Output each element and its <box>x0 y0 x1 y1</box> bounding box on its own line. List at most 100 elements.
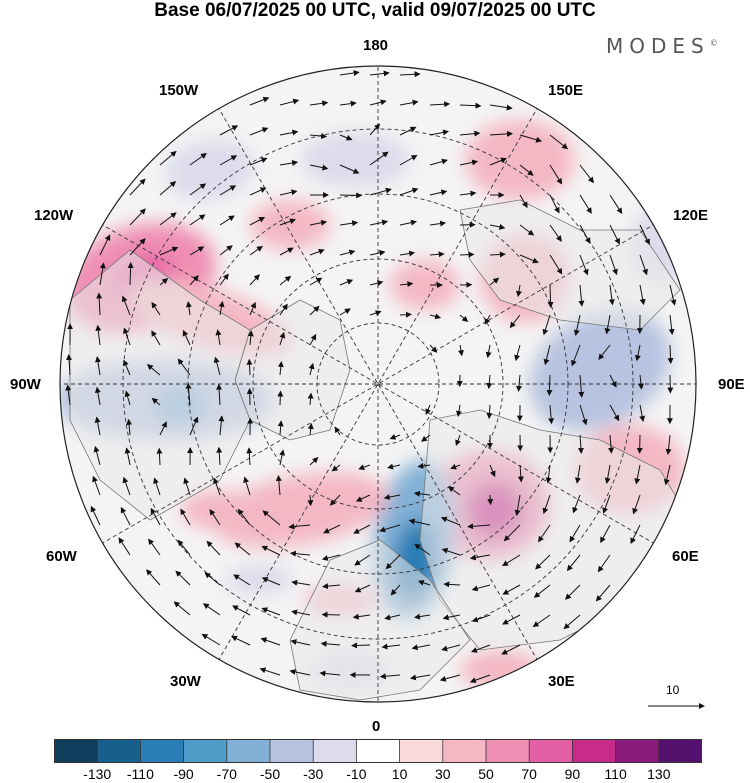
lon-label-0: 0 <box>372 718 381 735</box>
wind-vector-225 <box>92 475 101 496</box>
wind-vector-35 <box>489 157 507 166</box>
wind-vector-102 <box>369 280 384 287</box>
wind-vector-219 <box>517 464 524 483</box>
wind-vector-125 <box>459 314 469 323</box>
brand-logo: MODES© <box>606 34 718 58</box>
wind-vector-327 <box>439 674 461 682</box>
wind-vector-226 <box>122 476 131 496</box>
wind-vector-302 <box>352 613 371 620</box>
wind-vector-215 <box>387 463 401 470</box>
wind-vector-77 <box>189 246 205 256</box>
wind-vector-297 <box>202 603 221 616</box>
wind-vector-250 <box>262 510 281 526</box>
anomaly-blob-8 <box>465 120 575 200</box>
wind-vector-262 <box>630 524 641 544</box>
wind-vector-149 <box>634 344 641 362</box>
wind-vector-85 <box>429 251 445 258</box>
wind-vector-118 <box>249 301 256 316</box>
wind-vector-210 <box>246 447 253 466</box>
wind-vector-274 <box>441 548 461 556</box>
wind-vector-86 <box>459 251 475 258</box>
wind-vector-322 <box>289 668 311 676</box>
anomaly-blob-6 <box>300 132 410 188</box>
wind-vector-121 <box>339 308 351 316</box>
wind-vector-113 <box>96 292 103 316</box>
wind-vector-166 <box>637 374 644 390</box>
wind-vector-284 <box>261 577 281 586</box>
map-disc <box>60 66 696 702</box>
wind-vector-182 <box>579 404 588 426</box>
wind-vector-236 <box>413 490 431 497</box>
wind-vector-2 <box>399 71 421 78</box>
wind-vector-7 <box>369 99 387 106</box>
wind-vector-289 <box>417 579 431 586</box>
wind-vector-103 <box>399 281 414 288</box>
brand-mark: © <box>709 38 718 48</box>
wind-vector-312 <box>260 637 281 646</box>
wind-vector-168 <box>65 384 72 406</box>
colorbar-tick-label: -30 <box>303 766 324 782</box>
wind-vector-270 <box>321 554 341 561</box>
wind-vector-44 <box>279 189 298 196</box>
wind-vector-16 <box>339 134 353 141</box>
wind-vector-305 <box>442 614 461 621</box>
wind-vector-26 <box>219 155 238 166</box>
wind-vector-291 <box>471 584 491 592</box>
wind-vector-213 <box>331 464 341 472</box>
wind-vector-38 <box>579 164 595 184</box>
wind-vector-186 <box>94 416 101 436</box>
wind-vector-316 <box>381 643 401 650</box>
wind-vector-27 <box>249 157 268 166</box>
wind-vector-110 <box>608 284 615 306</box>
wind-vector-309 <box>563 614 581 630</box>
wind-vector-209 <box>216 446 223 466</box>
wind-vector-206 <box>124 447 131 466</box>
wind-vector-267 <box>234 542 251 556</box>
wind-vector-132 <box>668 314 675 336</box>
wind-vector-60 <box>249 217 266 226</box>
wind-vector-188 <box>159 421 167 436</box>
wind-vector-232 <box>307 494 314 507</box>
wind-vector-170 <box>124 390 131 406</box>
wind-vector-311 <box>230 635 251 646</box>
wind-vector-246 <box>150 507 161 526</box>
wind-vector-194 <box>334 426 341 436</box>
wind-vector-119 <box>279 303 288 316</box>
wind-vector-66 <box>429 220 447 227</box>
wind-vector-140 <box>279 331 286 346</box>
wind-vector-175 <box>277 390 284 406</box>
colorbar-segment-5 <box>270 739 314 763</box>
wind-vector-90 <box>579 254 589 276</box>
wind-vector-304 <box>414 613 431 620</box>
wind-vector-69 <box>519 224 535 236</box>
wind-vector-64 <box>369 219 389 226</box>
wind-vector-205 <box>93 445 101 466</box>
wind-vector-195 <box>389 434 401 440</box>
anomaly-blob-18 <box>211 472 389 548</box>
wind-vector-107 <box>515 284 522 298</box>
wind-vector-245 <box>120 506 131 526</box>
wind-vector-15 <box>309 133 328 140</box>
colorbar-tick-label: 30 <box>435 766 451 782</box>
wind-vector-11 <box>489 104 513 111</box>
wind-vector-261 <box>600 524 611 544</box>
lon-label-30e: 30E <box>548 673 575 690</box>
wind-vector-32 <box>399 155 418 166</box>
wind-vector-281 <box>175 570 191 586</box>
wind-vector-223 <box>634 464 641 485</box>
wind-vector-75 <box>129 238 146 256</box>
wind-vector-5 <box>309 100 329 107</box>
wind-vector-42 <box>219 185 237 196</box>
wind-vector-97 <box>219 273 229 286</box>
wind-vector-95 <box>159 278 169 286</box>
wind-vector-39 <box>129 178 146 196</box>
anomaly-blob-22 <box>225 565 295 595</box>
wind-vector-143 <box>457 344 464 357</box>
wind-vector-308 <box>532 614 551 628</box>
wind-vector-318 <box>441 644 461 652</box>
wind-vector-173 <box>216 383 223 406</box>
wind-vector-303 <box>384 614 401 621</box>
wind-vector-321 <box>259 667 281 676</box>
wind-vector-100 <box>309 277 323 286</box>
wind-vector-231 <box>275 475 282 496</box>
